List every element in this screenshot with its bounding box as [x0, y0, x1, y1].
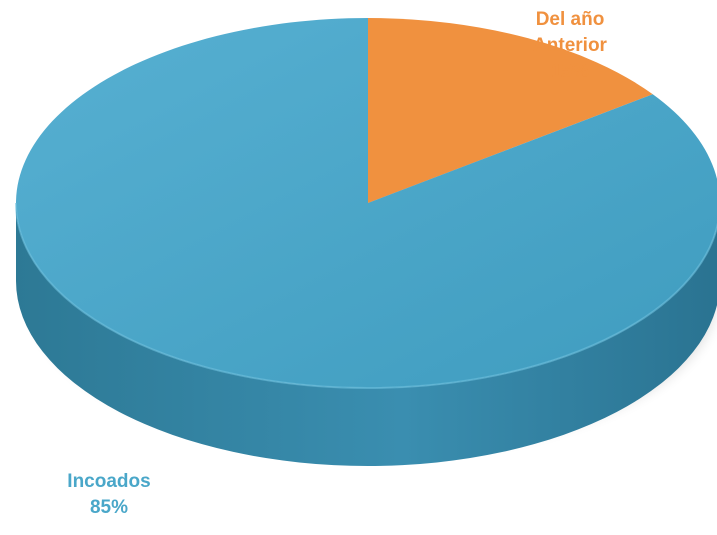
slice-label-line: Anterior — [533, 35, 607, 56]
slice-label-line: Del año — [535, 9, 605, 30]
pie-rim-highlight — [15, 202, 717, 389]
slice-label-del-ano-anterior: Del año Anterior 15% — [510, 7, 630, 85]
slice-label-line: Incoados — [67, 471, 151, 492]
pie-slice-1 — [16, 18, 717, 388]
slice-label-incoados: Incoados 85% — [44, 469, 174, 521]
slice-percent-label: 15% — [550, 61, 590, 82]
pie-slice-0 — [368, 18, 653, 203]
slice-percent-label: 85% — [89, 497, 129, 518]
pie-side-wall — [16, 203, 717, 466]
